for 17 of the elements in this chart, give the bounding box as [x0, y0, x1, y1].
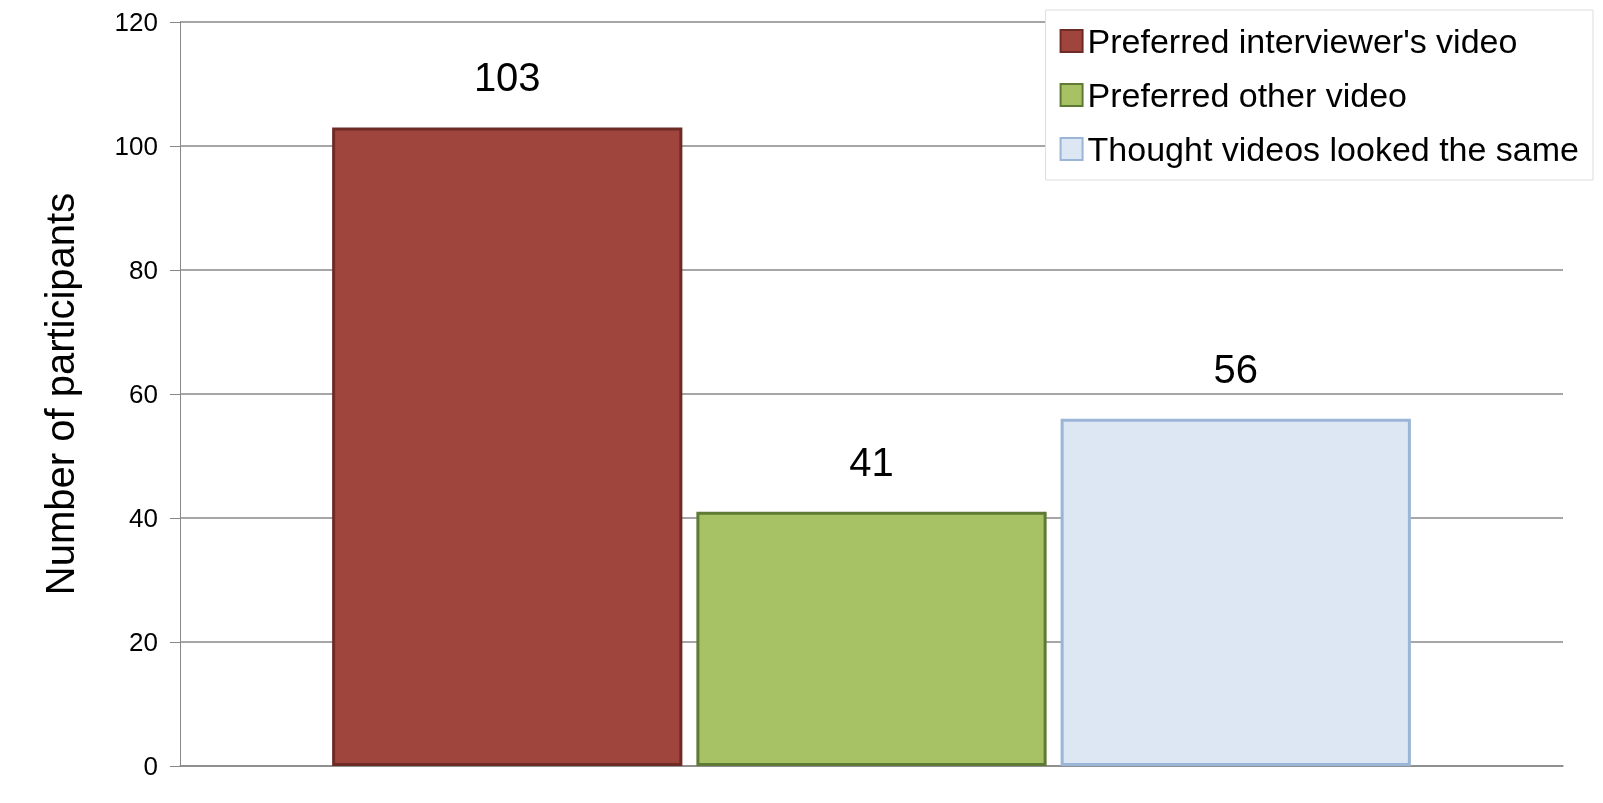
y-tick-label: 80 [129, 255, 158, 285]
bar [332, 127, 683, 766]
data-label: 103 [473, 55, 541, 100]
bar [696, 511, 1047, 766]
data-label: 41 [849, 439, 894, 484]
legend-label: Thought videos looked the same [1087, 130, 1580, 168]
y-tick-label: 120 [114, 7, 158, 37]
data-label: 56 [1213, 346, 1258, 391]
y-tick-label: 60 [129, 379, 158, 409]
y-tick-label: 0 [143, 751, 158, 781]
legend-label: Preferred other video [1087, 76, 1407, 114]
y-tick-label: 100 [114, 131, 158, 161]
y-tick-label: 20 [129, 627, 158, 657]
legend-label: Preferred interviewer's video [1087, 22, 1518, 60]
y-axis-title: Number of participants [38, 192, 82, 596]
y-tick-label: 40 [129, 503, 158, 533]
bar [1060, 418, 1411, 766]
